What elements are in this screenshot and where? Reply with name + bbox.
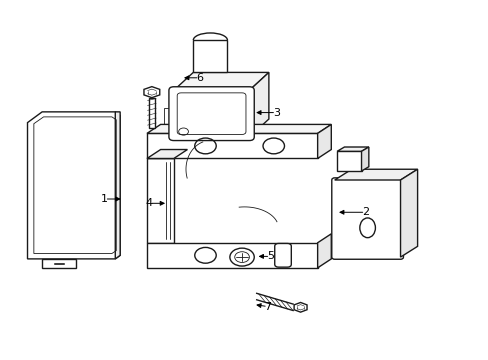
Polygon shape bbox=[317, 234, 330, 268]
Text: 2: 2 bbox=[361, 207, 368, 217]
Polygon shape bbox=[336, 151, 361, 171]
FancyBboxPatch shape bbox=[168, 87, 254, 140]
Polygon shape bbox=[143, 87, 160, 98]
Polygon shape bbox=[149, 98, 155, 128]
Polygon shape bbox=[317, 125, 330, 158]
Polygon shape bbox=[400, 169, 417, 257]
Ellipse shape bbox=[359, 218, 375, 238]
Circle shape bbox=[229, 248, 254, 266]
Polygon shape bbox=[336, 147, 368, 151]
Polygon shape bbox=[334, 169, 417, 180]
Polygon shape bbox=[147, 134, 317, 158]
Polygon shape bbox=[249, 72, 268, 137]
Polygon shape bbox=[163, 108, 173, 126]
Polygon shape bbox=[147, 243, 317, 268]
Text: 3: 3 bbox=[272, 108, 279, 118]
Polygon shape bbox=[147, 125, 330, 134]
Polygon shape bbox=[147, 149, 187, 158]
Text: 7: 7 bbox=[264, 302, 271, 312]
Polygon shape bbox=[115, 112, 120, 259]
Polygon shape bbox=[27, 112, 120, 259]
Polygon shape bbox=[42, 259, 76, 268]
Text: 5: 5 bbox=[266, 251, 273, 261]
Text: 6: 6 bbox=[196, 73, 203, 83]
Text: 1: 1 bbox=[101, 194, 108, 204]
Text: 4: 4 bbox=[145, 198, 153, 208]
Polygon shape bbox=[193, 40, 227, 72]
Polygon shape bbox=[147, 158, 173, 243]
FancyBboxPatch shape bbox=[274, 243, 291, 267]
Polygon shape bbox=[173, 72, 268, 90]
FancyBboxPatch shape bbox=[331, 178, 403, 259]
Polygon shape bbox=[293, 302, 306, 312]
Polygon shape bbox=[361, 147, 368, 171]
